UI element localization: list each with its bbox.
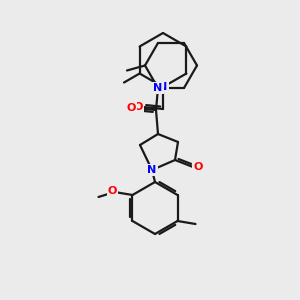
Text: O: O (193, 162, 203, 172)
Text: O: O (108, 186, 117, 196)
Text: O: O (133, 102, 143, 112)
Text: N: N (158, 82, 168, 92)
Text: N: N (153, 83, 163, 93)
Text: O: O (126, 103, 136, 113)
Text: N: N (147, 165, 157, 175)
